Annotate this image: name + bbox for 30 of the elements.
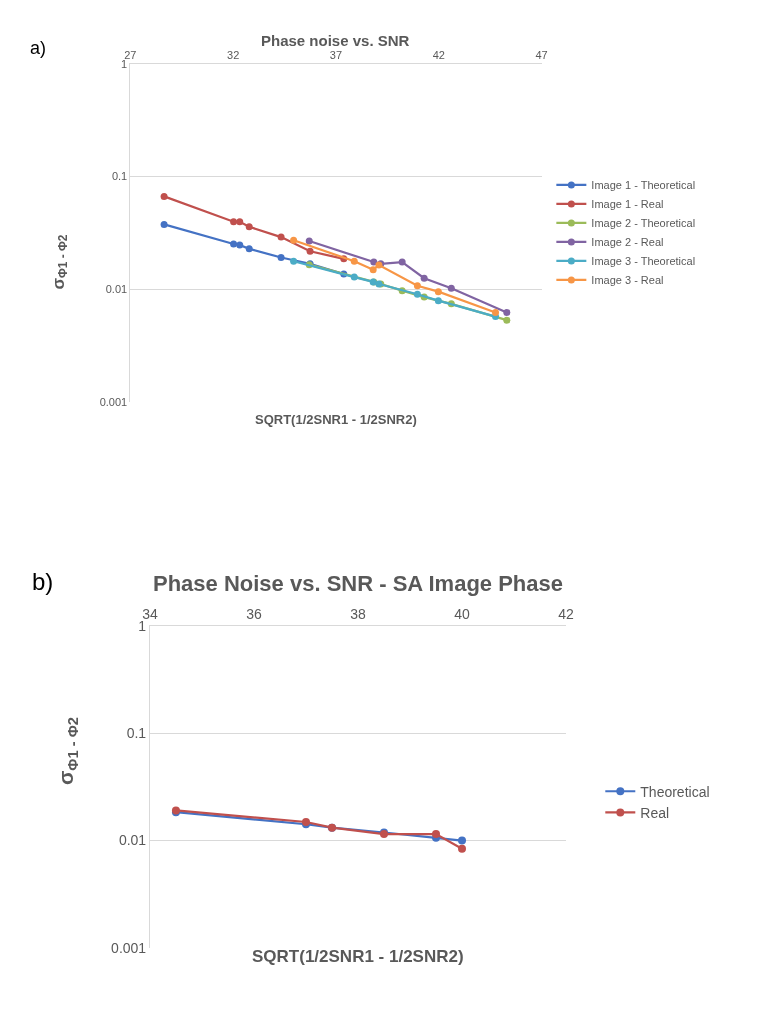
x-tick-label: 42 [558, 606, 575, 623]
legend-label: Theoretical [640, 783, 710, 800]
y-tick-label: 0.01 [105, 282, 128, 295]
x-tick-label: 34 [142, 606, 158, 623]
legend-label: Real [640, 804, 670, 821]
x-tick-label: 36 [246, 606, 262, 623]
x-axis-title: SQRT(1/2SNR1 - 1/2SNR2) [255, 412, 417, 427]
legend-label: Image 1 - Theoretical [591, 179, 696, 192]
text: a) [30, 38, 47, 58]
x-tick-label: 40 [454, 606, 471, 623]
legend-label: Image 2 - Real [591, 236, 664, 249]
legend-label: Image 2 - Theoretical [591, 217, 696, 230]
x-tick-label: 37 [329, 48, 343, 61]
legend-label: Image 3 - Theoretical [591, 255, 696, 268]
legend-label: Image 3 - Real [591, 274, 664, 287]
x-tick-label: 27 [124, 48, 137, 61]
chart-title: Phase Noise vs. SNR - SA Image Phase [153, 571, 564, 596]
y-tick-label: 0.001 [111, 939, 147, 956]
y-tick-label: 0.01 [118, 832, 147, 849]
x-tick-label: 47 [535, 48, 548, 61]
y-tick-label: 0.1 [126, 725, 147, 742]
x-tick-label: 38 [350, 606, 366, 623]
legend-label: Image 1 - Real [591, 198, 664, 211]
text: b) [32, 568, 54, 595]
x-axis-title: SQRT(1/2SNR1 - 1/2SNR2) [252, 947, 464, 966]
x-tick-label: 42 [432, 48, 445, 61]
x-tick-label: 32 [227, 48, 240, 61]
y-tick-label: 0.1 [111, 170, 128, 183]
y-tick-label: 0.001 [99, 395, 128, 408]
chart-title: Phase noise vs. SNR [261, 32, 410, 49]
